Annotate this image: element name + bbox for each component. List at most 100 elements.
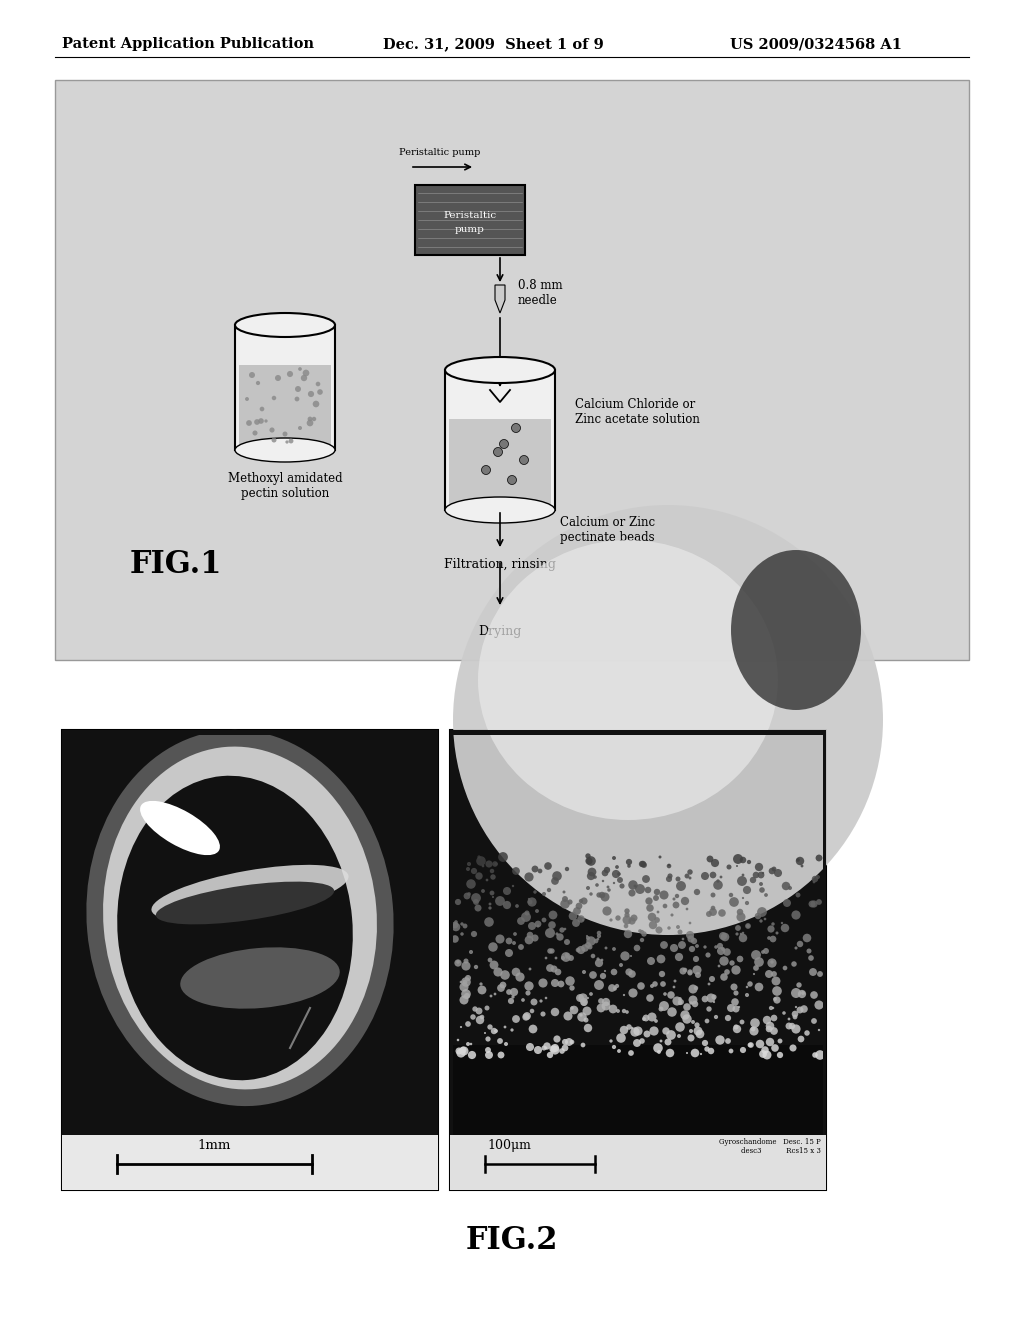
Circle shape [545, 928, 555, 939]
Circle shape [591, 954, 595, 958]
Circle shape [751, 1018, 760, 1028]
Bar [62, 730, 438, 735]
Circle shape [578, 915, 585, 923]
Circle shape [531, 935, 539, 941]
Circle shape [601, 1002, 610, 1011]
Ellipse shape [94, 738, 385, 1098]
Circle shape [269, 428, 274, 433]
Text: Methoxyl amidated
pectin solution: Methoxyl amidated pectin solution [227, 473, 342, 500]
Circle shape [628, 865, 631, 867]
Circle shape [609, 919, 612, 921]
Circle shape [463, 979, 467, 985]
Circle shape [709, 908, 717, 916]
Circle shape [759, 887, 765, 892]
Bar [433, 730, 438, 1135]
Circle shape [604, 867, 610, 873]
Circle shape [764, 894, 768, 896]
Circle shape [659, 1040, 663, 1043]
Circle shape [461, 989, 471, 999]
Circle shape [308, 391, 314, 397]
Circle shape [733, 1024, 738, 1030]
Circle shape [654, 917, 659, 923]
Circle shape [488, 942, 498, 952]
Circle shape [703, 945, 707, 949]
Circle shape [551, 1007, 559, 1016]
Circle shape [589, 972, 597, 979]
Ellipse shape [234, 313, 335, 337]
Circle shape [693, 956, 699, 962]
Text: 0.8 mm
needle: 0.8 mm needle [518, 279, 562, 308]
Circle shape [735, 932, 738, 936]
Circle shape [687, 936, 694, 942]
Circle shape [476, 1016, 484, 1024]
Circle shape [608, 985, 615, 991]
Circle shape [559, 928, 564, 933]
Circle shape [708, 1048, 715, 1055]
Circle shape [731, 998, 738, 1006]
Circle shape [804, 1030, 810, 1036]
Circle shape [771, 1044, 779, 1052]
Circle shape [758, 871, 764, 878]
Circle shape [616, 1034, 626, 1043]
Circle shape [575, 903, 583, 909]
Circle shape [626, 859, 632, 865]
Circle shape [792, 1024, 801, 1034]
Circle shape [797, 982, 802, 987]
Ellipse shape [445, 498, 555, 523]
Circle shape [586, 936, 590, 940]
Circle shape [812, 875, 818, 882]
Circle shape [528, 1024, 538, 1034]
Circle shape [647, 1012, 656, 1022]
Bar [62, 730, 438, 1191]
Ellipse shape [445, 356, 555, 383]
Circle shape [701, 995, 709, 1002]
Circle shape [623, 916, 632, 924]
Circle shape [568, 956, 573, 961]
Circle shape [457, 960, 460, 964]
Circle shape [713, 880, 723, 890]
Text: 1mm: 1mm [198, 1139, 231, 1152]
Circle shape [546, 964, 554, 972]
Circle shape [787, 1018, 791, 1020]
Circle shape [489, 891, 495, 895]
Circle shape [508, 998, 514, 1005]
Circle shape [601, 958, 603, 961]
Circle shape [600, 892, 609, 902]
Circle shape [581, 898, 588, 904]
Circle shape [599, 892, 605, 898]
Circle shape [542, 917, 547, 923]
Circle shape [307, 417, 312, 421]
Circle shape [490, 874, 496, 879]
Circle shape [723, 948, 731, 956]
Circle shape [796, 858, 800, 862]
Circle shape [810, 900, 817, 908]
Circle shape [575, 948, 581, 952]
Circle shape [645, 898, 652, 904]
Circle shape [678, 997, 682, 1001]
Ellipse shape [140, 801, 220, 855]
Circle shape [736, 865, 738, 867]
Circle shape [484, 1032, 486, 1034]
Circle shape [461, 977, 471, 987]
Circle shape [312, 401, 319, 408]
Circle shape [691, 937, 697, 944]
Circle shape [774, 869, 782, 876]
Circle shape [562, 896, 568, 902]
Text: FIG.1: FIG.1 [130, 549, 222, 579]
Circle shape [780, 924, 790, 932]
Circle shape [602, 907, 611, 916]
Circle shape [706, 911, 712, 917]
Circle shape [510, 987, 518, 997]
Circle shape [545, 957, 548, 960]
Circle shape [494, 968, 503, 977]
Circle shape [535, 909, 539, 913]
Circle shape [687, 1035, 694, 1041]
Circle shape [517, 917, 525, 925]
Circle shape [668, 927, 671, 929]
Circle shape [618, 964, 623, 968]
Circle shape [617, 876, 623, 883]
Circle shape [658, 970, 666, 977]
Circle shape [739, 1019, 744, 1024]
Circle shape [708, 982, 711, 986]
Circle shape [765, 970, 773, 978]
